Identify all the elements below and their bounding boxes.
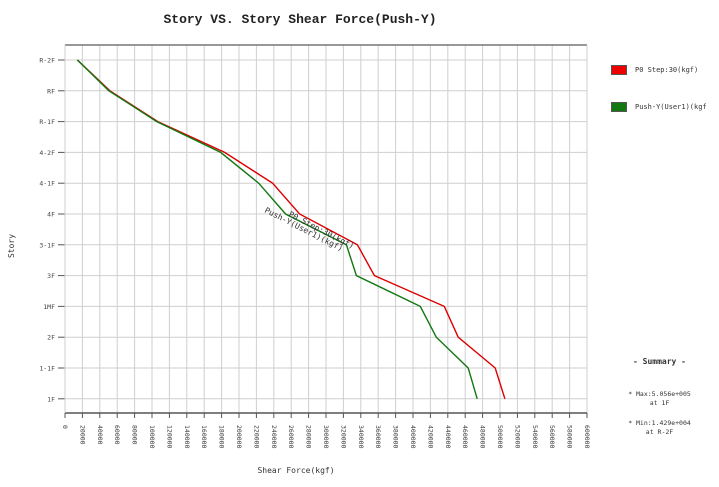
x-tick-label: 300000 — [322, 425, 330, 449]
x-tick-label: 160000 — [200, 425, 208, 449]
x-tick-label: 360000 — [374, 425, 382, 449]
y-axis-title: Story — [7, 234, 16, 258]
x-tick-label: 560000 — [548, 425, 556, 449]
x-tick-label: 240000 — [270, 425, 278, 449]
x-tick-label: 320000 — [339, 425, 347, 449]
x-tick-label: 180000 — [218, 425, 226, 449]
legend-item-p0-step: P0 Step:30(kgf) — [611, 65, 698, 75]
x-tick-label: 40000 — [96, 425, 104, 445]
x-tick-label: 60000 — [113, 425, 121, 445]
y-tick-label: 2F — [47, 334, 55, 342]
y-tick-label: RF — [47, 87, 55, 95]
y-tick-label: R-1F — [39, 118, 55, 126]
x-tick-label: 200000 — [235, 425, 243, 449]
summary-min-at: at R-2F — [645, 428, 674, 436]
summary-min: * Min:1.429e+004 — [628, 419, 691, 427]
summary-max-at: at 1F — [649, 399, 670, 407]
y-tick-label: 3-1F — [39, 241, 55, 249]
y-tick-label: R-2F — [39, 57, 55, 65]
x-tick-label: 420000 — [426, 425, 434, 449]
x-tick-label: 80000 — [131, 425, 139, 445]
y-tick-label: 1MF — [43, 303, 55, 311]
chart-plot-area: 0 20000 40000 60000 80000 100000 120000 140000 1… — [7, 44, 591, 475]
series-line-push-y — [76, 59, 478, 399]
x-tick-label: 20000 — [78, 425, 86, 445]
y-tick-label: 4-1F — [39, 180, 55, 188]
x-tick-label: 0 — [61, 425, 69, 429]
x-tick-label: 520000 — [513, 425, 521, 449]
x-tick-label: 480000 — [479, 425, 487, 449]
y-tick-label: 4-2F — [39, 149, 55, 157]
y-tick-label: 1F — [47, 395, 55, 403]
x-axis-title: Shear Force(kgf) — [257, 466, 334, 475]
summary-max: * Max:5.056e+005 — [628, 390, 691, 398]
legend-item-push-y: Push-Y(User1)(kgf — [611, 102, 707, 112]
summary-title: - Summary - — [633, 357, 686, 366]
x-tick-label: 460000 — [461, 425, 469, 449]
y-tick-label: 3F — [47, 272, 55, 280]
legend-label: P0 Step:30(kgf) — [635, 66, 699, 74]
y-tick-label: 1-1F — [39, 365, 55, 373]
x-tick-label: 100000 — [148, 425, 156, 449]
annotation-push-y: Push-Y(User1)(kgf) — [263, 206, 344, 253]
x-tick-label: 220000 — [252, 425, 260, 449]
x-tick-label: 380000 — [392, 425, 400, 449]
x-tick-label: 440000 — [444, 425, 452, 449]
x-tick-label: 580000 — [566, 425, 574, 449]
chart-title: Story VS. Story Shear Force(Push-Y) — [163, 12, 437, 27]
legend-swatch-red — [611, 65, 627, 75]
x-tick-label: 260000 — [287, 425, 295, 449]
legend-swatch-green — [611, 102, 627, 112]
x-tick-label: 600000 — [583, 425, 591, 449]
x-tick-label: 540000 — [531, 425, 539, 449]
x-tick-label: 500000 — [496, 425, 504, 449]
legend-label: Push-Y(User1)(kgf — [635, 103, 707, 111]
x-tick-label: 280000 — [305, 425, 313, 449]
x-tick-label: 400000 — [409, 425, 417, 449]
x-tick-label: 340000 — [357, 425, 365, 449]
y-tick-label: 4F — [47, 211, 55, 219]
x-tick-label: 120000 — [165, 425, 173, 449]
x-tick-label: 140000 — [183, 425, 191, 449]
